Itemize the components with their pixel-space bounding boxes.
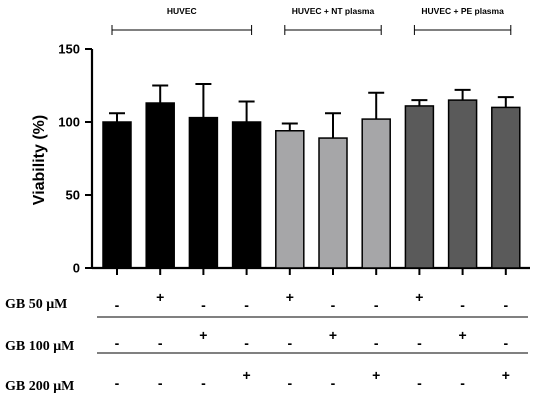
minus-sign: - (374, 335, 379, 351)
minus-sign: - (244, 335, 249, 351)
plus-sign: + (415, 289, 423, 305)
minus-sign: - (201, 297, 206, 313)
plus-sign: + (372, 367, 380, 383)
treatment-table: GB 50 μM - + - - + - - + - - GB 100 μM - - + - - + - - + - GB … (5, 289, 528, 394)
plus-sign: + (243, 367, 251, 383)
bars (102, 83, 521, 269)
minus-sign: - (115, 335, 120, 351)
minus-sign: - (503, 335, 508, 351)
x-axis (92, 266, 530, 275)
bar (447, 99, 478, 269)
bar (188, 116, 219, 269)
minus-sign: - (460, 297, 465, 313)
bar (102, 121, 132, 269)
minus-sign: - (287, 375, 292, 391)
minus-sign: - (244, 297, 249, 313)
minus-sign: - (331, 297, 336, 313)
bar (491, 106, 521, 269)
plus-sign: + (156, 289, 164, 305)
bar (361, 118, 391, 269)
plus-sign: + (199, 327, 207, 343)
group-brackets: HUVEC HUVEC + NT plasma HUVEC + PE plasma (111, 6, 512, 35)
minus-sign: - (503, 297, 508, 313)
bar (318, 137, 348, 269)
y-tick-label: 100 (58, 115, 80, 130)
group-label: HUVEC + NT plasma (292, 6, 375, 16)
y-axis-label: Viability (%) (31, 115, 48, 205)
y-tick-label: 150 (58, 42, 80, 57)
y-tick-label: 50 (66, 188, 80, 203)
bar (145, 102, 175, 269)
minus-sign: - (460, 375, 465, 391)
bar (275, 130, 305, 269)
minus-sign: - (201, 375, 206, 391)
group-label: HUVEC (167, 6, 197, 16)
minus-sign: - (158, 335, 163, 351)
treatment-row-label: GB 200 μM (5, 379, 74, 394)
minus-sign: - (115, 375, 120, 391)
group-label: HUVEC + PE plasma (421, 6, 504, 16)
minus-sign: - (158, 375, 163, 391)
plus-sign: + (502, 367, 510, 383)
plus-sign: + (286, 289, 294, 305)
minus-sign: - (287, 335, 292, 351)
y-tick-label: 0 (73, 261, 80, 276)
plus-sign: + (329, 327, 337, 343)
treatment-row-label: GB 50 μM (5, 297, 67, 312)
plus-sign: + (459, 327, 467, 343)
treatment-row-label: GB 100 μM (5, 339, 74, 354)
minus-sign: - (417, 375, 422, 391)
minus-sign: - (417, 335, 422, 351)
y-axis: 0 50 100 150 (58, 42, 94, 276)
bar (231, 121, 262, 269)
bar (404, 105, 435, 269)
minus-sign: - (374, 297, 379, 313)
minus-sign: - (331, 375, 336, 391)
minus-sign: - (115, 297, 120, 313)
